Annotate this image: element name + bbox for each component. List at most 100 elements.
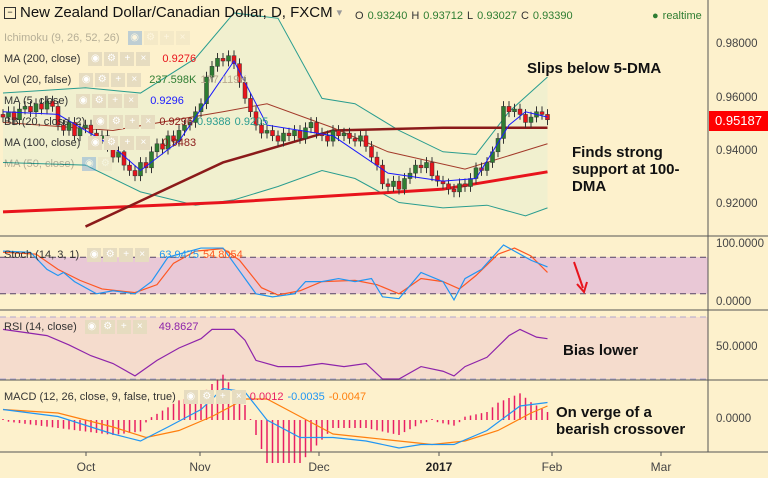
add-icon[interactable]: +: [119, 248, 134, 262]
settings-icon[interactable]: ⚙: [143, 31, 158, 45]
candle-body: [11, 111, 17, 121]
add-icon[interactable]: +: [159, 31, 174, 45]
candle-body: [50, 100, 55, 107]
legend-ichimoku[interactable]: Ichimoku (9, 26, 52, 26) ◉ ⚙ + ×: [4, 31, 190, 45]
candle-body: [127, 164, 132, 171]
remove-icon[interactable]: ×: [132, 320, 147, 334]
candle-body: [528, 116, 534, 123]
legend-bb[interactable]: BB (20, close, 2) ◉ ⚙ + × 0.9296 0.9388 0.9205: [4, 115, 268, 129]
ma5-value: 0.9296: [150, 95, 184, 107]
remove-icon[interactable]: ×: [135, 248, 150, 262]
candle-body: [231, 55, 237, 64]
stoch-tick: 0.0000: [716, 296, 752, 308]
candle-body: [435, 175, 440, 182]
candle-body: [132, 170, 138, 177]
visibility-icon[interactable]: ◉: [127, 31, 142, 45]
candle-body: [215, 58, 220, 67]
settings-icon[interactable]: ⚙: [199, 390, 214, 404]
candle-body: [237, 63, 242, 83]
visibility-icon[interactable]: ◉: [88, 52, 103, 66]
legend-ma5[interactable]: MA (5, close) ◉ ⚙ + × 0.9296: [4, 94, 184, 108]
candle-body: [380, 164, 385, 185]
add-icon[interactable]: +: [111, 73, 126, 87]
ma5-line: [2, 60, 548, 182]
date-tick: Feb: [541, 460, 563, 474]
close-value: 0.93390: [532, 10, 573, 22]
rsi-tick: 50.0000: [716, 341, 758, 353]
collapse-icon[interactable]: −: [4, 7, 16, 19]
macd-label: MACD (12, 26, close, 9, false, true): [4, 391, 176, 403]
visibility-icon[interactable]: ◉: [87, 248, 102, 262]
candle-body: [352, 138, 358, 142]
legend-rsi[interactable]: RSI (14, close) ◉ ⚙ + × 49.8627: [4, 320, 199, 334]
ma100-label: MA (100, close): [4, 137, 81, 149]
settings-icon[interactable]: ⚙: [109, 115, 124, 129]
visibility-icon[interactable]: ◉: [84, 320, 99, 334]
open-label: O: [355, 10, 364, 22]
remove-icon[interactable]: ×: [136, 136, 151, 150]
legend-stoch[interactable]: Stoch (14, 3, 1) ◉ ⚙ + × 63.9475 54.8054: [4, 248, 243, 262]
candle-body: [523, 114, 528, 123]
open-value: 0.93240: [367, 10, 408, 22]
settings-icon[interactable]: ⚙: [92, 94, 107, 108]
ma100-value: 0.9483: [162, 137, 197, 149]
dropdown-icon[interactable]: ▾: [336, 7, 343, 19]
remove-icon[interactable]: ×: [175, 31, 190, 45]
candle-body: [17, 108, 22, 121]
low-value: 0.93027: [477, 10, 517, 22]
candle-body: [336, 130, 341, 137]
bb-label: BB (20, close, 2): [4, 116, 86, 128]
legend-ma100[interactable]: MA (100, close) ◉ ⚙ + × 0.9483: [4, 136, 196, 150]
remove-icon[interactable]: ×: [231, 390, 246, 404]
visibility-icon[interactable]: ◉: [93, 115, 108, 129]
settings-icon[interactable]: ⚙: [98, 157, 113, 171]
date-tick: Oct: [76, 460, 96, 474]
candle-body: [22, 106, 28, 110]
settings-icon[interactable]: ⚙: [104, 136, 119, 150]
legend-ma50[interactable]: MA (50, close) ◉ ⚙: [4, 157, 113, 171]
candle-body: [369, 146, 374, 158]
remove-icon[interactable]: ×: [136, 52, 151, 66]
legend-macd[interactable]: MACD (12, 26, close, 9, false, true) ◉ ⚙ + ×…: [4, 390, 366, 404]
candle-body: [72, 122, 77, 137]
remove-icon[interactable]: ×: [127, 73, 142, 87]
add-icon[interactable]: +: [125, 115, 140, 129]
legend-ma200[interactable]: MA (200, close) ◉ ⚙ + × 0.9276: [4, 52, 196, 66]
candle-body: [44, 100, 50, 110]
add-icon[interactable]: +: [120, 52, 135, 66]
candle-body: [495, 138, 501, 153]
visibility-icon[interactable]: ◉: [88, 136, 103, 150]
legend-volume[interactable]: Vol (20, false) ◉ ⚙ + × 237.598K 177.119K: [4, 73, 247, 87]
realtime-label: realtime: [662, 10, 702, 22]
add-icon[interactable]: +: [116, 320, 131, 334]
candle-body: [33, 103, 39, 112]
candle-body: [121, 151, 127, 166]
settings-icon[interactable]: ⚙: [95, 73, 110, 87]
remove-icon[interactable]: ×: [124, 94, 139, 108]
price-tick: 0.98000: [716, 38, 758, 50]
add-icon[interactable]: +: [120, 136, 135, 150]
settings-icon[interactable]: ⚙: [100, 320, 115, 334]
volume-value: 237.598K: [149, 74, 197, 86]
visibility-icon[interactable]: ◉: [76, 94, 91, 108]
stoch-band: [0, 257, 708, 294]
candle-body: [358, 135, 363, 142]
visibility-icon[interactable]: ◉: [183, 390, 198, 404]
settings-icon[interactable]: ⚙: [104, 52, 119, 66]
annotation-bias: Bias lower: [563, 342, 639, 359]
settings-icon[interactable]: ⚙: [103, 248, 118, 262]
stoch-k-line: [2, 244, 548, 302]
visibility-icon[interactable]: ◉: [82, 157, 97, 171]
last-price-label: 0.95187: [709, 111, 768, 131]
bb-basis-value: 0.9296: [159, 116, 193, 128]
date-tick: Mar: [650, 460, 672, 474]
candle-body: [171, 135, 176, 142]
add-icon[interactable]: +: [215, 390, 230, 404]
candle-body: [325, 135, 330, 142]
visibility-icon[interactable]: ◉: [79, 73, 94, 87]
bb-upper-value: 0.9388: [196, 116, 231, 128]
add-icon[interactable]: +: [108, 94, 123, 108]
candle-body: [424, 162, 429, 169]
remove-icon[interactable]: ×: [141, 115, 156, 129]
